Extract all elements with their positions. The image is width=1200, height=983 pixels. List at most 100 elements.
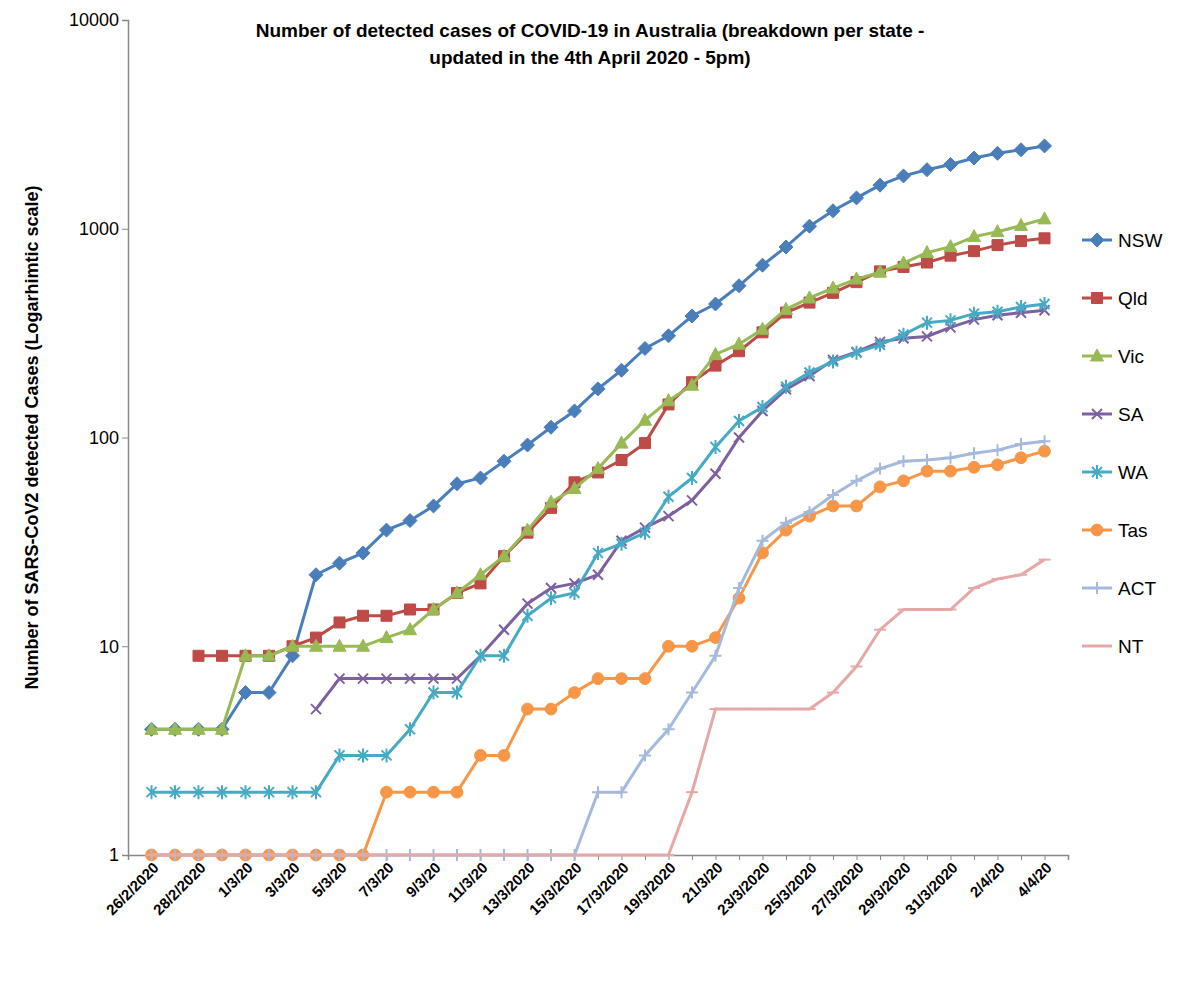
marker [263,849,275,861]
chart: 11010010001000026/2/202028/2/20201/3/203… [0,0,1200,983]
marker [711,440,721,454]
marker [193,854,205,856]
x-tick: 28/2/2020 [150,855,209,918]
marker [804,506,816,518]
marker [358,610,369,621]
marker [945,465,957,477]
marker [593,546,603,560]
legend-marker [1092,409,1102,419]
marker [310,849,322,861]
legend-label: SA [1118,404,1144,425]
marker [498,854,510,856]
marker [497,454,511,468]
marker [429,686,439,700]
marker [405,722,415,736]
series [146,445,1051,861]
marker [1015,574,1027,576]
marker [638,341,652,355]
marker [756,322,769,334]
marker [262,686,276,700]
marker [639,854,651,856]
marker [523,599,533,609]
x-tick: 2/4/20 [966,855,1008,900]
marker [991,146,1005,160]
marker [617,537,627,551]
marker [664,511,674,521]
marker [968,447,980,459]
marker [686,378,699,390]
marker [263,649,276,661]
series-line [152,560,1045,855]
marker [333,556,347,570]
marker [851,665,863,667]
marker [639,413,652,425]
marker [827,692,839,694]
marker [734,433,744,443]
y-tick-mark [122,438,128,439]
marker [356,546,370,560]
marker [1040,297,1050,311]
marker [615,436,628,448]
x-tick: 31/3/2020 [902,855,961,918]
marker [758,400,768,414]
x-tick-mark [951,855,952,860]
marker [710,708,722,710]
marker [146,849,158,861]
marker [335,748,345,762]
legend-label: Qld [1118,288,1148,309]
marker [546,591,556,605]
x-tick: 11/3/20 [444,855,491,906]
x-tick [1021,855,1022,860]
marker [334,854,346,856]
marker [757,535,769,547]
marker [828,355,838,369]
marker [193,849,205,861]
marker [944,157,958,171]
x-tick-label: 5/3/20 [308,859,350,901]
marker [592,854,604,856]
x-tick-mark [880,855,881,860]
marker [827,489,839,501]
marker [921,454,933,466]
x-tick-mark [833,855,834,860]
y-tick-mark [122,229,128,230]
x-tick-mark [692,855,693,860]
marker [874,463,886,475]
marker [852,346,862,360]
marker [474,471,488,485]
marker [240,849,252,861]
series-line [199,238,1045,656]
marker [475,749,487,761]
marker [992,444,1004,456]
legend-marker [1090,233,1104,247]
legend-marker [1092,293,1103,304]
x-tick: 7/3/20 [355,855,397,900]
marker [826,204,840,218]
y-axis: 110100100010000 [69,10,129,865]
marker [170,785,180,799]
marker [968,230,981,242]
series [193,233,1050,662]
marker [216,849,228,861]
marker [898,608,910,610]
y-tick: 1000 [79,219,128,239]
marker [780,708,792,710]
marker [1016,300,1026,314]
x-tick [833,855,834,860]
marker [569,849,581,861]
marker [968,461,980,473]
series [145,212,1051,734]
marker [475,849,487,861]
series-line [152,441,1045,855]
marker [240,854,252,856]
x-tick: 1/3/20 [214,855,256,900]
marker [663,723,675,735]
marker [873,178,887,192]
marker [1015,219,1028,231]
marker [450,477,464,491]
x-tick: 19/3/2020 [620,855,679,918]
marker [287,849,299,861]
marker [921,246,934,258]
marker [145,722,158,734]
marker [382,674,392,684]
